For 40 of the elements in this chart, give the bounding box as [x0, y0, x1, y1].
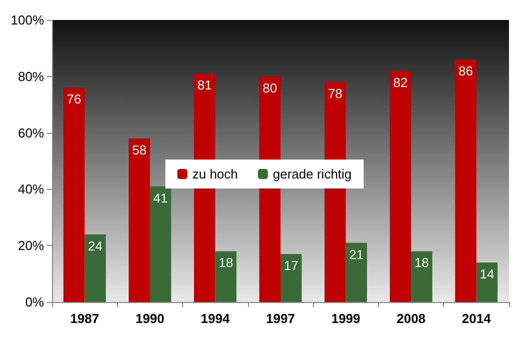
y-tick-label: 40% [18, 182, 44, 197]
data-label: 24 [88, 238, 102, 254]
data-label: 14 [480, 266, 494, 282]
data-label: 17 [284, 258, 298, 274]
y-tick-label: 60% [18, 125, 44, 140]
data-label: 81 [197, 78, 212, 93]
bar [128, 138, 150, 302]
data-label: 82 [393, 74, 408, 90]
y-tick-label: 100% [10, 12, 44, 28]
data-label: 18 [218, 255, 234, 270]
bar [455, 59, 476, 302]
x-tick-label: 1994 [200, 311, 230, 326]
bar [63, 88, 85, 302]
data-label: 18 [414, 255, 429, 270]
y-tick-label: 0% [25, 294, 44, 310]
legend-label: zu hoch [192, 166, 238, 182]
bar [280, 254, 302, 302]
x-tick-label: 2008 [396, 311, 426, 326]
x-tick-label: 2014 [462, 311, 492, 326]
data-label: 86 [458, 63, 473, 78]
data-label: 76 [66, 92, 82, 107]
bar [346, 242, 368, 302]
legend-label: gerade richtig [272, 166, 352, 182]
y-tick-label: 80% [18, 68, 44, 84]
bar [84, 234, 106, 302]
data-label: 80 [262, 80, 278, 96]
bar [411, 251, 432, 302]
data-label: 78 [328, 86, 342, 102]
bar [150, 186, 172, 302]
x-tick-label: 1990 [135, 311, 164, 326]
y-tick-label: 20% [18, 238, 44, 254]
x-tick-label: 1999 [331, 311, 360, 326]
data-label: 58 [132, 142, 147, 158]
bar [390, 70, 412, 302]
x-tick-label: 1987 [70, 311, 100, 326]
x-tick-label: 1997 [266, 311, 295, 326]
bar [476, 262, 498, 302]
data-label: 21 [349, 246, 364, 262]
bar [215, 251, 236, 302]
data-label: 41 [153, 190, 168, 206]
